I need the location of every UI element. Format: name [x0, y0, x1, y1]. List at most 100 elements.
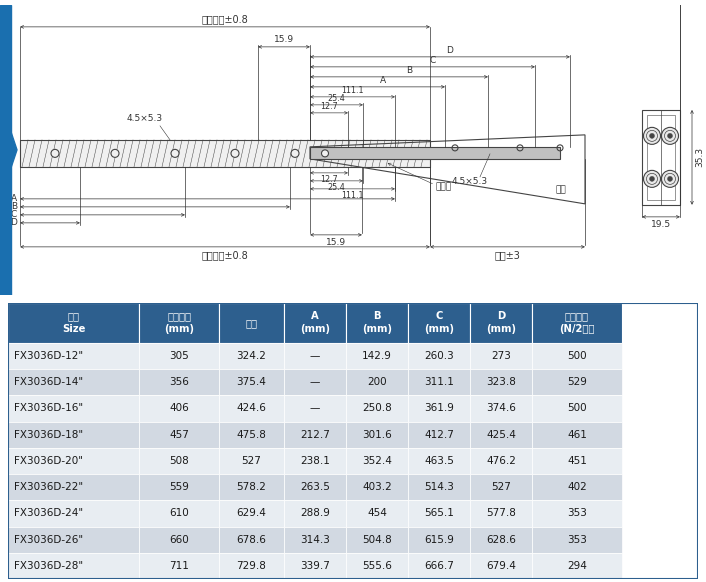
Bar — [139, 395, 219, 421]
Text: 353: 353 — [567, 509, 587, 519]
Bar — [219, 421, 284, 448]
Circle shape — [667, 176, 673, 182]
Bar — [532, 421, 622, 448]
Bar — [139, 343, 219, 369]
Circle shape — [662, 127, 678, 144]
Bar — [284, 527, 346, 553]
Bar — [219, 501, 284, 527]
Bar — [408, 395, 470, 421]
Text: B
(mm): B (mm) — [362, 311, 392, 334]
Circle shape — [51, 150, 59, 157]
Bar — [0, 5, 11, 295]
Text: 238.1: 238.1 — [300, 456, 330, 466]
Bar — [470, 527, 532, 553]
Bar — [647, 115, 675, 200]
Bar — [284, 448, 346, 474]
Text: D
(mm): D (mm) — [486, 311, 516, 334]
Text: 412.7: 412.7 — [424, 430, 454, 439]
Text: 行程±3: 行程±3 — [495, 250, 520, 260]
Bar — [8, 448, 139, 474]
Circle shape — [667, 133, 673, 139]
Text: 323.8: 323.8 — [486, 377, 516, 387]
Text: 475.8: 475.8 — [237, 430, 266, 439]
Text: B: B — [406, 66, 412, 75]
Text: 25.4: 25.4 — [328, 94, 345, 103]
Text: 555.6: 555.6 — [362, 561, 392, 571]
Text: 729.8: 729.8 — [237, 561, 266, 571]
Text: 212.7: 212.7 — [300, 430, 330, 439]
Bar — [8, 527, 139, 553]
Bar — [532, 501, 622, 527]
Text: 374.6: 374.6 — [486, 403, 516, 413]
Bar — [408, 369, 470, 395]
Text: 508: 508 — [169, 456, 189, 466]
Text: —: — — [310, 377, 321, 387]
Text: C: C — [429, 56, 436, 65]
Text: 361.9: 361.9 — [424, 403, 454, 413]
Text: 678.6: 678.6 — [237, 535, 266, 545]
Text: 356: 356 — [169, 377, 189, 387]
Bar — [408, 303, 470, 343]
Bar — [20, 140, 430, 167]
Bar — [284, 303, 346, 343]
Bar — [470, 395, 532, 421]
Text: 额定负载
(N/2个）: 额定负载 (N/2个） — [559, 311, 594, 334]
Text: 711: 711 — [169, 561, 189, 571]
Text: C
(mm): C (mm) — [424, 311, 454, 334]
Text: 263.5: 263.5 — [300, 482, 330, 492]
Bar — [470, 369, 532, 395]
Bar — [346, 343, 408, 369]
Bar — [470, 448, 532, 474]
Bar — [8, 369, 139, 395]
Text: 260.3: 260.3 — [424, 351, 454, 361]
Bar — [346, 474, 408, 501]
Bar — [470, 343, 532, 369]
Text: 12.7: 12.7 — [320, 175, 338, 184]
Bar — [8, 501, 139, 527]
Text: FX3036D-28": FX3036D-28" — [14, 561, 83, 571]
Text: 578.2: 578.2 — [237, 482, 266, 492]
Text: 314.3: 314.3 — [300, 535, 330, 545]
Circle shape — [650, 133, 654, 139]
Text: 425.4: 425.4 — [486, 430, 516, 439]
Text: 200: 200 — [367, 377, 387, 387]
Bar — [139, 501, 219, 527]
Bar — [408, 527, 470, 553]
Text: FX3036D-16": FX3036D-16" — [14, 403, 83, 413]
Text: 527: 527 — [491, 482, 511, 492]
Bar — [408, 343, 470, 369]
Text: 403.2: 403.2 — [362, 482, 392, 492]
Text: 610: 610 — [169, 509, 189, 519]
Text: 500: 500 — [567, 351, 587, 361]
Text: FX3036D-20": FX3036D-20" — [14, 456, 83, 466]
Bar — [310, 147, 560, 159]
Text: 25.4: 25.4 — [328, 183, 345, 192]
Bar — [284, 343, 346, 369]
Circle shape — [111, 150, 119, 157]
Text: 滑轨长度±0.8: 滑轨长度±0.8 — [202, 250, 249, 260]
Text: 142.9: 142.9 — [362, 351, 392, 361]
Bar — [642, 110, 680, 205]
Text: A: A — [379, 76, 385, 85]
Text: 629.4: 629.4 — [237, 509, 266, 519]
Text: FX3036D-12": FX3036D-12" — [14, 351, 83, 361]
Text: 339.7: 339.7 — [300, 561, 330, 571]
Bar — [139, 448, 219, 474]
Bar — [470, 501, 532, 527]
Bar — [219, 527, 284, 553]
Bar — [532, 474, 622, 501]
Text: D: D — [10, 218, 17, 228]
Text: 273: 273 — [491, 351, 511, 361]
Circle shape — [171, 150, 179, 157]
Text: 19.5: 19.5 — [651, 220, 671, 229]
Circle shape — [650, 176, 654, 182]
Bar — [139, 553, 219, 579]
Text: 型号
Size: 型号 Size — [62, 311, 85, 334]
Text: 12.7: 12.7 — [320, 102, 338, 111]
Text: 滑轨长度±0.8: 滑轨长度±0.8 — [202, 14, 249, 24]
Text: D: D — [447, 46, 453, 55]
Text: 定位孔: 定位孔 — [435, 182, 451, 191]
Bar — [408, 474, 470, 501]
Text: B: B — [11, 203, 17, 211]
Bar — [346, 395, 408, 421]
